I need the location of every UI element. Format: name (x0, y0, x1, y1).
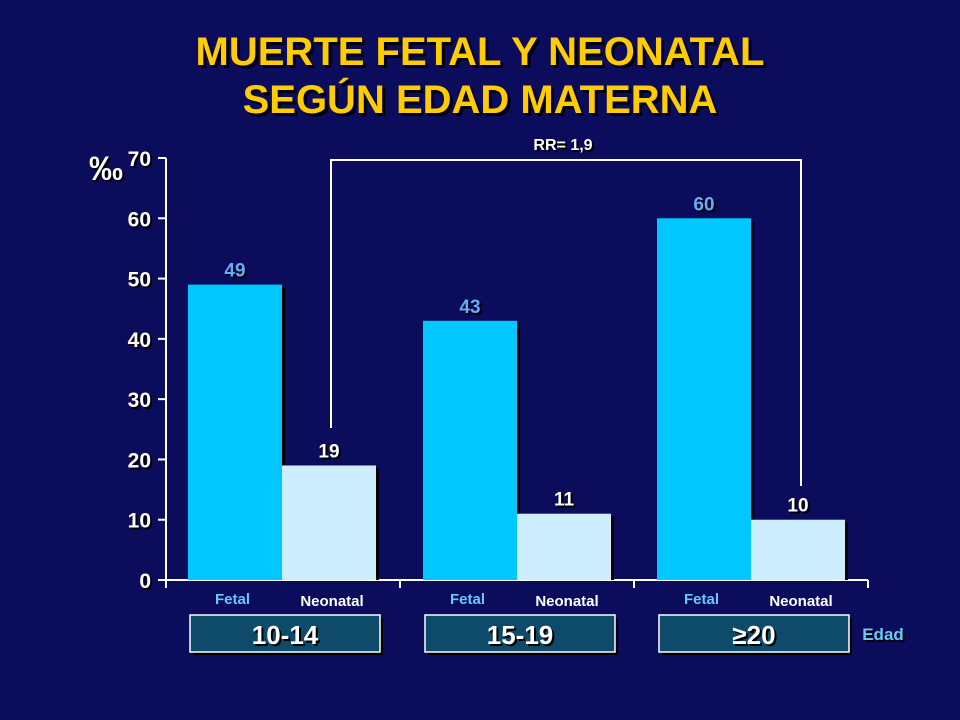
value-label-neonatal-1-shadow: 11 (556, 492, 577, 513)
value-label-neonatal-0-shadow: 19 (320, 443, 341, 464)
y-tick-label-5-shadow: 50 (130, 271, 153, 294)
title-line-2: SEGÚN EDAD MATERNA (242, 78, 718, 122)
y-tick-label-3-shadow: 30 (130, 391, 153, 414)
x-series-label-neonatal-0: Neonatal (300, 593, 363, 610)
title-line-1: MUERTE FETAL Y NEONATAL (195, 30, 765, 74)
category-box-0 (189, 614, 381, 653)
x-axis-label: Edad (862, 625, 904, 644)
y-tick-label-6: 60 (128, 208, 151, 231)
y-tick-label-2-shadow: 20 (130, 451, 153, 474)
y-tick-label-2: 20 (128, 449, 151, 472)
category-label-1: 15-19 (487, 620, 554, 650)
y-tick-label-7-shadow: 70 (130, 150, 153, 173)
y-tick-label-7: 70 (128, 148, 151, 171)
y-axis-label-shadow: ‰ (91, 152, 125, 190)
value-label-fetal-0: 49 (224, 261, 245, 282)
bar-neonatal-0 (282, 465, 376, 580)
rr-annotation: RR= 1,9 (533, 137, 592, 154)
category-label-2-shadow: ≥20 (734, 622, 777, 652)
x-series-label-fetal-1: Fetal (450, 591, 485, 608)
y-tick-label-3: 30 (128, 389, 151, 412)
x-series-label-fetal-2: Fetal (684, 591, 719, 608)
y-tick-label-5: 50 (128, 269, 151, 292)
y-tick-label-1-shadow: 10 (130, 512, 153, 535)
y-tick-label-4: 40 (128, 329, 151, 352)
rr-annotation-shadow: RR= 1,9 (535, 139, 594, 156)
value-label-fetal-2: 60 (693, 194, 714, 215)
rr-bracket (330, 159, 802, 486)
value-label-neonatal-0: 19 (318, 441, 339, 462)
x-series-label-neonatal-2: Neonatal (769, 593, 832, 610)
bar-fetal-2 (657, 218, 751, 581)
bar-fetal-1 (423, 320, 517, 580)
x-series-label-fetal-0: Fetal (215, 591, 250, 608)
value-label-neonatal-1: 11 (554, 490, 575, 511)
y-tick-label-6-shadow: 60 (130, 210, 153, 233)
value-label-fetal-1-shadow: 43 (461, 299, 482, 320)
category-label-2: ≥20 (732, 620, 775, 650)
bar-neonatal-2 (751, 519, 845, 580)
category-label-1-shadow: 15-19 (489, 622, 556, 652)
category-box-2 (658, 614, 850, 653)
value-label-fetal-1: 43 (459, 297, 480, 318)
x-axis-label-shadow: Edad (864, 627, 906, 646)
y-tick-label-0-shadow: 0 (141, 572, 153, 595)
category-label-0: 10-14 (252, 620, 319, 650)
value-label-fetal-0-shadow: 49 (226, 263, 247, 284)
category-label-0-shadow: 10-14 (254, 622, 321, 652)
y-tick-label-0: 0 (139, 570, 151, 593)
bar-fetal-0 (188, 284, 282, 580)
y-axis-label: ‰ (89, 150, 123, 188)
value-label-neonatal-2: 10 (787, 496, 808, 517)
x-series-label-neonatal-1: Neonatal (535, 593, 598, 610)
bar-neonatal-1 (517, 513, 611, 580)
y-tick-label-4-shadow: 40 (130, 331, 153, 354)
chart-title: MUERTE FETAL Y NEONATAL SEGÚN EDAD MATER… (0, 28, 960, 124)
category-box-1 (424, 614, 616, 653)
y-tick-label-1: 10 (128, 510, 151, 533)
value-label-neonatal-2-shadow: 10 (789, 498, 810, 519)
value-label-fetal-2-shadow: 60 (695, 196, 716, 217)
